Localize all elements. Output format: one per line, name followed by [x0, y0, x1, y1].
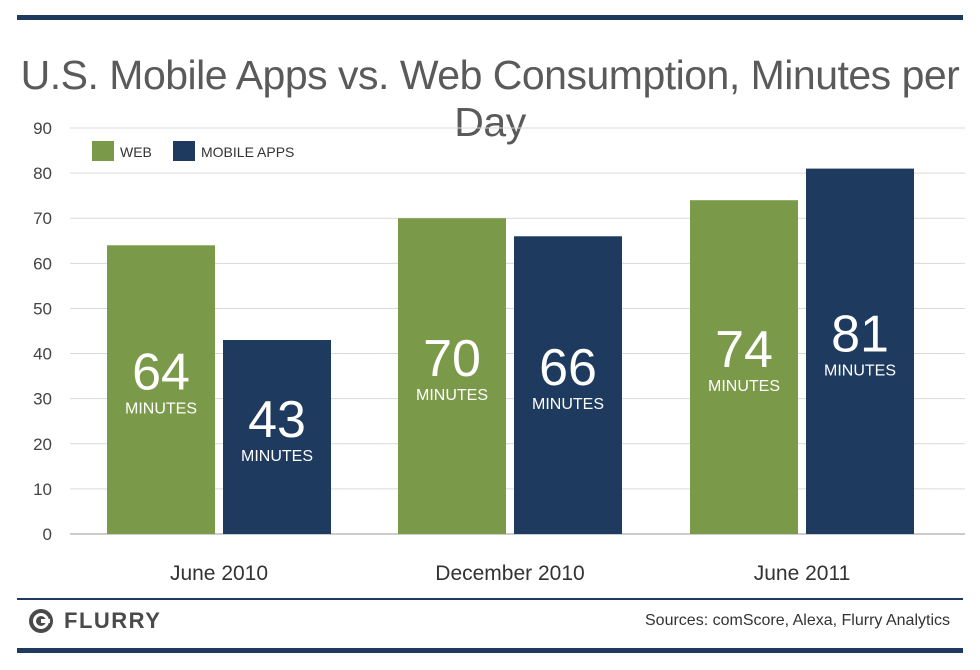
footer-divider	[17, 598, 963, 600]
y-tick-label: 10	[33, 480, 52, 499]
x-tick-label: June 2011	[754, 562, 851, 585]
bar-value-label: 43	[248, 391, 306, 449]
y-tick-label: 0	[43, 525, 52, 544]
legend-label: WEB	[120, 144, 152, 160]
bar-unit-label: MINUTES	[241, 448, 313, 465]
bar	[398, 218, 506, 534]
bar-value-label: 70	[423, 330, 481, 388]
legend-swatch	[92, 141, 114, 161]
y-tick-label: 70	[33, 209, 52, 228]
bottom-rule	[17, 648, 963, 653]
bar	[806, 168, 914, 534]
flurry-logo: FLURRY	[28, 607, 161, 635]
chart-title: U.S. Mobile Apps vs. Web Consumption, Mi…	[20, 52, 960, 145]
bar-unit-label: MINUTES	[824, 362, 896, 379]
x-tick-label: December 2010	[435, 562, 584, 585]
sources-note: Sources: comScore, Alexa, Flurry Analyti…	[645, 612, 950, 629]
bar-value-label: 64	[132, 344, 190, 402]
bar-unit-label: MINUTES	[708, 378, 780, 395]
bar-value-label: 66	[539, 339, 597, 397]
logo-text: FLURRY	[64, 608, 162, 633]
bar-unit-label: MINUTES	[125, 401, 197, 418]
bar	[107, 245, 215, 535]
legend-swatch	[173, 141, 195, 161]
y-tick-label: 30	[33, 390, 52, 409]
x-tick-label: June 2010	[170, 562, 268, 585]
y-tick-label: 40	[33, 345, 52, 364]
flurry-logo-icon	[29, 609, 53, 633]
y-tick-label: 50	[33, 299, 52, 318]
y-tick-label: 60	[33, 254, 52, 273]
legend-label: MOBILE APPS	[201, 144, 294, 160]
bar	[223, 340, 331, 534]
bar-unit-label: MINUTES	[416, 387, 488, 404]
y-tick-label: 80	[33, 164, 52, 183]
bar-value-label: 74	[715, 321, 773, 379]
bar-value-label: 81	[831, 305, 889, 363]
top-rule	[17, 15, 963, 20]
bar	[514, 236, 622, 534]
bar	[690, 200, 798, 534]
bar-unit-label: MINUTES	[532, 396, 604, 413]
y-tick-label: 20	[33, 435, 52, 454]
y-tick-label: 90	[33, 119, 52, 138]
